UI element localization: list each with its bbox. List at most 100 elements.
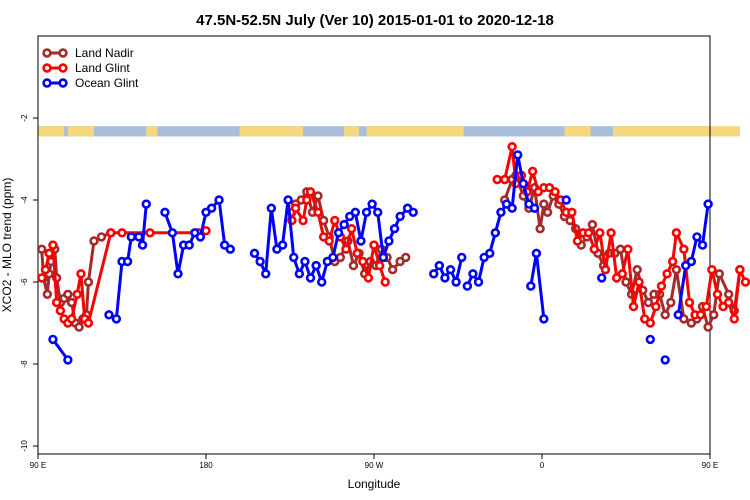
point-ocean-glint [249, 248, 260, 259]
land-region-4 [344, 126, 360, 137]
point-land-glint [723, 297, 734, 308]
point-land-nadir [714, 269, 725, 279]
point-ocean-glint [660, 355, 670, 365]
x-axis-label: Longitude [348, 477, 401, 491]
point-ocean-glint [597, 273, 607, 283]
point-land-glint [363, 273, 374, 283]
point-ocean-glint [513, 150, 523, 160]
point-land-glint [667, 256, 678, 267]
series-line-ocean-glint [676, 203, 710, 316]
point-land-nadir [632, 265, 642, 275]
legend-item-land-nadir: Land Nadir [42, 46, 134, 60]
point-ocean-glint [645, 334, 655, 345]
y-tick-label-0: -2 [20, 114, 29, 122]
point-land-nadir [313, 191, 323, 201]
point-ocean-glint [214, 195, 224, 205]
point-land-glint [66, 314, 77, 324]
point-land-glint [617, 269, 627, 279]
point-ocean-glint [445, 265, 456, 275]
point-land-nadir [387, 265, 398, 275]
point-ocean-glint [289, 252, 299, 263]
legend-marker [42, 48, 52, 58]
point-ocean-glint [468, 269, 478, 279]
y-axis-label: XCO2 - MLO trend (ppm) [0, 178, 14, 313]
point-land-glint [651, 301, 661, 312]
point-ocean-glint [317, 277, 327, 287]
point-ocean-glint [63, 355, 73, 365]
point-ocean-glint [356, 236, 366, 246]
legend-marker [42, 78, 52, 88]
y-tick-label-2: -6 [20, 278, 29, 286]
point-ocean-glint [305, 273, 316, 283]
point-land-nadir [535, 224, 545, 234]
point-ocean-glint [104, 310, 114, 320]
y-tick-label-1: -4 [20, 196, 29, 204]
chart-title: 47.5N-52.5N July (Ver 10) 2015-01-01 to … [196, 12, 554, 29]
point-ocean-glint [384, 236, 394, 246]
point-ocean-glint [184, 240, 194, 250]
point-land-nadir [671, 265, 682, 275]
legend-label: Ocean Glint [75, 76, 139, 90]
point-ocean-glint [350, 207, 361, 218]
point-ocean-glint [300, 256, 310, 267]
point-ocean-glint [440, 273, 450, 283]
x-tick-label-0: 90 E [30, 461, 46, 470]
point-ocean-glint [367, 199, 377, 209]
legend-marker [58, 78, 68, 88]
point-land-nadir [703, 322, 713, 332]
point-land-glint [380, 277, 390, 287]
point-land-glint [572, 236, 583, 246]
point-ocean-glint [408, 207, 418, 218]
x-tick-label-3: 0 [540, 461, 545, 470]
point-land-glint [606, 228, 616, 238]
point-ocean-glint [561, 195, 571, 205]
point-ocean-glint [134, 232, 144, 242]
point-land-glint [358, 256, 368, 267]
point-land-glint [628, 301, 639, 312]
point-land-glint [550, 187, 560, 197]
x-tick-label-4: 90 E [702, 461, 718, 470]
point-land-glint [679, 244, 689, 254]
point-land-glint [313, 207, 323, 218]
point-ocean-glint [126, 232, 137, 242]
point-land-glint [662, 269, 672, 279]
legend-marker [42, 63, 52, 73]
point-land-glint [346, 224, 357, 234]
point-land-glint [374, 260, 385, 271]
point-land-glint [701, 301, 711, 312]
series-ocean-glint [48, 150, 713, 365]
legend-item-land-glint: Land Glint [42, 61, 130, 75]
point-land-glint [145, 228, 155, 238]
point-ocean-glint [48, 334, 58, 345]
legend-marker [58, 48, 68, 58]
land-region-3 [239, 126, 304, 137]
point-land-glint [567, 207, 577, 218]
point-ocean-glint [167, 228, 178, 238]
point-land-glint [72, 289, 82, 299]
point-land-nadir [643, 297, 654, 308]
point-land-glint [583, 228, 594, 238]
point-land-glint [290, 203, 301, 213]
point-ocean-glint [531, 248, 542, 259]
point-ocean-glint [333, 228, 344, 238]
point-ocean-glint [485, 248, 495, 259]
point-land-nadir [723, 289, 734, 299]
land-region-1 [67, 126, 94, 137]
point-land-glint [656, 281, 667, 291]
point-land-glint [51, 297, 62, 308]
point-land-glint [499, 174, 510, 185]
point-land-glint [341, 244, 351, 254]
point-land-nadir [335, 252, 346, 263]
point-ocean-glint [395, 211, 405, 222]
point-ocean-glint [496, 207, 506, 218]
point-land-glint [305, 187, 316, 197]
point-land-nadir [348, 260, 359, 271]
point-ocean-glint [703, 199, 713, 209]
point-ocean-glint [261, 269, 271, 279]
point-ocean-glint [225, 244, 235, 254]
point-land-nadir [401, 252, 411, 263]
point-land-glint [117, 228, 127, 238]
x-tick-label-2: 90 W [365, 461, 384, 470]
point-ocean-glint [328, 252, 338, 263]
